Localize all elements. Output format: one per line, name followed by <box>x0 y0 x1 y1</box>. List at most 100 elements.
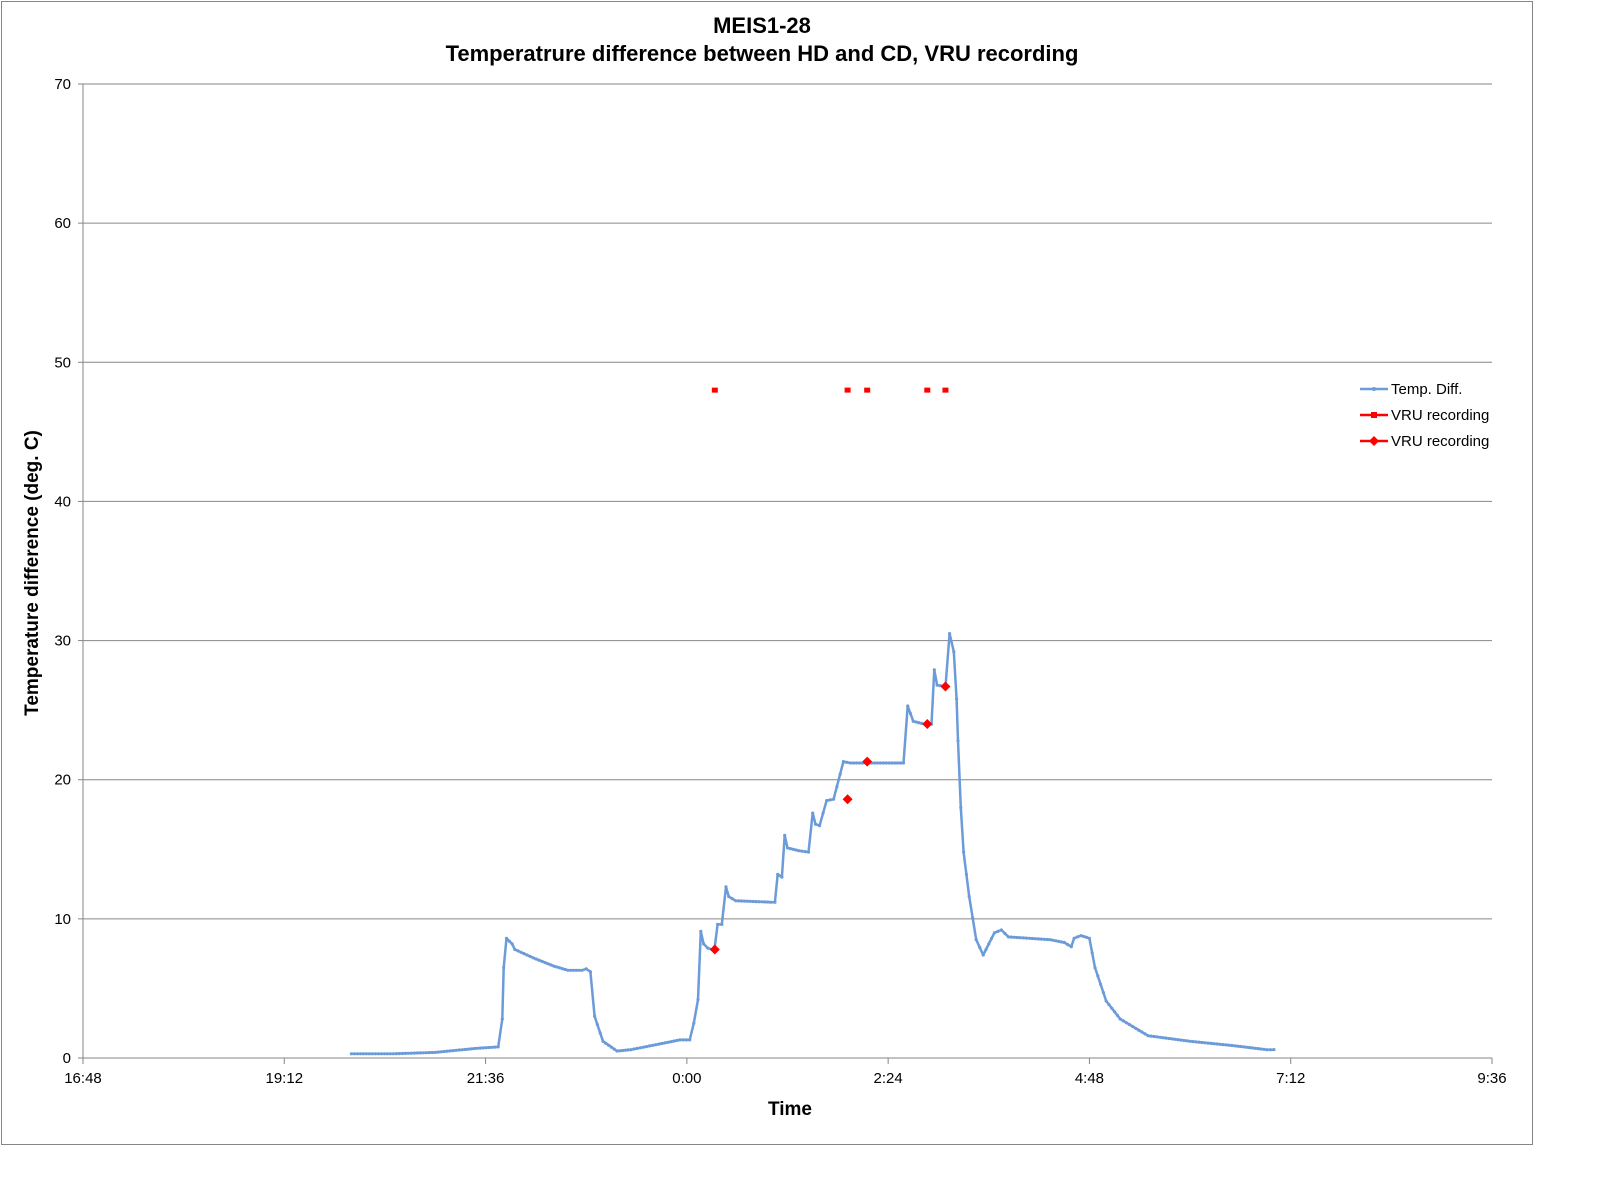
temp-diff-point <box>1140 1030 1144 1034</box>
x-tick-label: 4:48 <box>1075 1070 1104 1087</box>
temp-diff-point <box>848 761 853 765</box>
temp-diff-point <box>1042 937 1046 941</box>
temp-diff-point <box>1066 943 1070 947</box>
temp-diff-point <box>379 1052 383 1056</box>
temp-diff-point <box>757 900 761 904</box>
temp-diff-point <box>688 1038 692 1042</box>
temp-diff-point <box>908 712 913 716</box>
temp-diff-point <box>825 799 829 803</box>
chart-title: MEIS1-28 <box>713 13 811 38</box>
temp-diff-point <box>1006 935 1011 939</box>
temp-diff-point <box>1124 1021 1128 1025</box>
temp-diff-point <box>952 650 956 654</box>
temp-diff-point <box>699 929 703 934</box>
legend-swatch-marker <box>1372 387 1376 391</box>
temp-diff-point <box>1069 945 1073 949</box>
temp-diff-point <box>838 772 842 776</box>
temp-diff-point <box>1242 1045 1246 1049</box>
temp-diff-point <box>540 959 544 964</box>
temp-diff-point <box>577 968 581 972</box>
temp-diff-point <box>996 929 1000 934</box>
temp-diff-point <box>635 1046 639 1050</box>
temp-diff-point <box>666 1040 670 1044</box>
temp-diff-point <box>992 931 997 935</box>
temp-diff-point <box>1245 1045 1249 1049</box>
temp-diff-point <box>463 1047 467 1052</box>
temp-diff-point <box>555 965 559 969</box>
temp-diff-point <box>1182 1038 1186 1043</box>
temp-diff-point <box>788 847 792 851</box>
temp-diff-point <box>800 849 804 853</box>
temp-diff-point <box>364 1052 368 1056</box>
temp-diff-point <box>1265 1048 1269 1052</box>
temp-diff-point <box>632 1047 636 1051</box>
x-tick-label: 2:24 <box>874 1070 903 1087</box>
temp-diff-point <box>1012 935 1016 939</box>
temp-diff-point <box>935 683 939 687</box>
temp-diff-point <box>959 805 963 810</box>
temp-diff-point <box>623 1048 628 1052</box>
temp-diff-point <box>955 697 959 701</box>
temp-diff-point <box>813 822 818 826</box>
temp-diff-point <box>818 824 822 828</box>
temp-diff-point <box>1212 1042 1216 1046</box>
temp-diff-point <box>1024 936 1028 940</box>
temp-diff-point <box>1268 1048 1272 1052</box>
temp-diff-point <box>1096 974 1100 978</box>
temp-diff-point <box>472 1047 476 1051</box>
temp-diff-point <box>502 966 506 970</box>
vru-recording-point <box>842 794 853 805</box>
temp-diff-point <box>1003 931 1007 936</box>
temp-diff-point <box>560 967 565 971</box>
temp-diff-point <box>1164 1036 1168 1040</box>
x-tick-label: 0:00 <box>672 1070 701 1087</box>
temp-diff-point <box>785 846 790 850</box>
temp-diff-point <box>1209 1041 1213 1045</box>
temp-diff-point <box>598 1031 602 1035</box>
temp-diff-point <box>355 1052 359 1056</box>
temp-diff-point <box>760 900 764 904</box>
temp-diff-point <box>1134 1026 1138 1030</box>
temp-diff-point <box>1039 937 1043 941</box>
temp-diff-point <box>1146 1034 1150 1038</box>
temp-diff-point <box>1247 1046 1252 1050</box>
temp-diff-point <box>1215 1042 1219 1046</box>
temp-diff-point <box>525 953 529 957</box>
temp-diff-point <box>1075 935 1080 939</box>
temp-diff-point <box>1188 1039 1192 1043</box>
temp-diff-point <box>496 1045 500 1049</box>
temp-diff-point <box>678 1038 682 1042</box>
temp-diff-point <box>1161 1036 1165 1040</box>
temp-diff-point <box>773 900 777 904</box>
temp-diff-point <box>644 1045 649 1049</box>
temp-diff-point <box>537 958 541 962</box>
temp-diff-point <box>1115 1013 1119 1018</box>
temp-diff-point <box>1062 940 1066 945</box>
temp-diff-point <box>1015 935 1019 940</box>
temp-diff-point <box>522 952 526 956</box>
temp-diff-point <box>956 739 960 743</box>
temp-diff-point <box>388 1052 392 1056</box>
temp-diff-point <box>948 632 952 636</box>
temp-diff-point <box>418 1051 422 1055</box>
temp-diff-point <box>660 1041 664 1046</box>
temp-diff-point <box>584 967 588 971</box>
series-layer <box>349 387 1276 1056</box>
temp-diff-point <box>612 1047 616 1051</box>
legend-swatch-marker <box>1369 436 1379 446</box>
temp-diff-point <box>1158 1035 1162 1039</box>
temp-diff-point <box>681 1038 685 1042</box>
legend-label: VRU recording <box>1391 407 1489 424</box>
temp-diff-point <box>978 945 982 950</box>
vru-recording-marker <box>924 387 931 393</box>
temp-diff-point <box>558 966 562 970</box>
temp-diff-point <box>1262 1047 1266 1051</box>
temp-diff-point <box>1137 1028 1141 1032</box>
temp-diff-point <box>663 1041 667 1045</box>
temp-diff-point <box>1107 1003 1111 1007</box>
temp-diff-point <box>702 942 706 946</box>
temp-diff-point <box>648 1044 652 1048</box>
temp-diff-point <box>1272 1048 1276 1052</box>
temp-diff-point <box>672 1039 676 1043</box>
